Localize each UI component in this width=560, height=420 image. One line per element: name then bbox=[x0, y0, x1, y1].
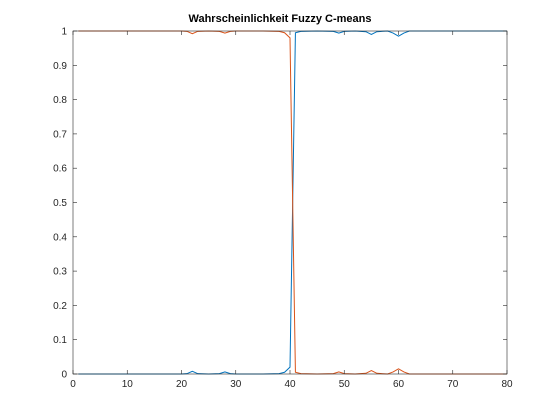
y-tick-label: 0.7 bbox=[53, 129, 67, 140]
series-layer bbox=[78, 30, 507, 375]
chart-title: Wahrscheinlichkeit Fuzzy C-means bbox=[188, 13, 372, 25]
y-tick-label: 0.5 bbox=[53, 198, 67, 209]
series-line-2 bbox=[78, 30, 507, 375]
y-tick-label: 0.3 bbox=[53, 267, 67, 278]
plot-area-background bbox=[73, 31, 507, 374]
x-tick-label: 0 bbox=[70, 379, 76, 390]
x-tick-label: 50 bbox=[339, 379, 351, 390]
y-tick-label: 0.9 bbox=[53, 61, 67, 72]
y-tick-label: 0.8 bbox=[53, 95, 67, 106]
y-tick-label: 0.2 bbox=[53, 301, 67, 312]
x-tick-label: 30 bbox=[230, 379, 242, 390]
plot-frame bbox=[72, 30, 508, 375]
x-tick-label: 40 bbox=[284, 379, 296, 390]
x-tick-label: 60 bbox=[393, 379, 405, 390]
y-tick-label: 0 bbox=[61, 370, 67, 381]
y-tick-label: 0.6 bbox=[53, 164, 67, 175]
y-tick-label: 0.4 bbox=[53, 232, 67, 243]
y-tick-label: 0.1 bbox=[53, 335, 67, 346]
x-tick-label: 80 bbox=[501, 379, 513, 390]
series-line-1 bbox=[78, 30, 507, 375]
x-tick-label: 20 bbox=[176, 379, 188, 390]
x-tick-label: 10 bbox=[122, 379, 134, 390]
y-tick-label: 1 bbox=[61, 27, 67, 38]
x-tick-label: 70 bbox=[447, 379, 459, 390]
